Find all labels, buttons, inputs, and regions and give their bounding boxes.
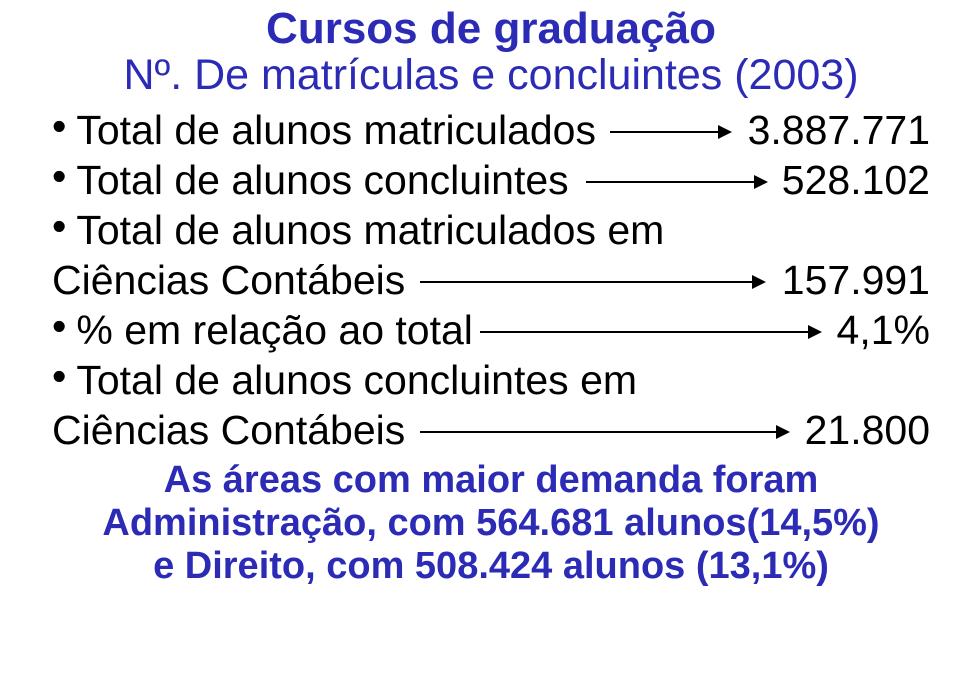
item-value: 528.102 <box>782 157 930 204</box>
arrowhead-icon <box>718 125 732 139</box>
item-label-text-line1: Total de alunos matriculados em <box>76 207 664 253</box>
list-item: •% em relação ao total 4,1% <box>52 307 930 357</box>
arrowhead-icon <box>808 325 822 339</box>
item-label: •Total de alunos matriculados em <box>52 207 664 254</box>
list-item: •Total de alunos concluintes 528.102 <box>52 157 930 207</box>
slide: Cursos de graduação Nº. De matrículas e … <box>0 0 960 694</box>
list-item: •Total de alunos matriculados 3.887.771 <box>52 107 930 157</box>
item-label-text-line1: Total de alunos concluintes em <box>76 357 637 403</box>
list-item: •Total de alunos matriculados em <box>52 207 930 257</box>
arrow-line <box>420 431 776 433</box>
item-value: 157.991 <box>782 257 930 304</box>
arrowhead-icon <box>754 175 768 189</box>
item-value: 21.800 <box>805 407 930 454</box>
arrow-line <box>610 131 718 133</box>
arrowhead-icon <box>776 425 790 439</box>
title-line2: Nº. De matrículas e concluintes (2003) <box>52 52 930 99</box>
list-item-continuation: Ciências Contábeis 157.991 <box>52 257 930 307</box>
list-item: •Total de alunos concluintes em <box>52 357 930 407</box>
footer-line-3: e Direito, com 508.424 alunos (13,1%) <box>52 545 930 588</box>
footer-line-2: Administração, com 564.681 alunos(14,5%) <box>52 502 930 545</box>
arrow-line <box>586 181 754 183</box>
footer-line-1: As áreas com maior demanda foram <box>52 459 930 502</box>
item-label-text-line2: Ciências Contábeis <box>52 407 405 454</box>
item-label-text: Total de alunos concluintes <box>76 157 568 203</box>
item-label: •% em relação ao total <box>52 307 473 354</box>
item-label-text-line2: Ciências Contábeis <box>52 257 405 304</box>
item-label-text: Total de alunos matriculados <box>76 107 596 153</box>
title-block: Cursos de graduação Nº. De matrículas e … <box>52 6 930 99</box>
item-label-text: % em relação ao total <box>76 307 473 353</box>
list-item-continuation: Ciências Contábeis 21.800 <box>52 407 930 457</box>
title-line1: Cursos de graduação <box>52 6 930 52</box>
bullet-icon: • <box>52 203 66 250</box>
item-label: •Total de alunos matriculados <box>52 107 596 154</box>
arrowhead-icon <box>752 275 766 289</box>
arrow-line <box>420 281 752 283</box>
bullet-icon: • <box>52 103 66 150</box>
item-value: 3.887.771 <box>748 107 930 154</box>
footer-block: As áreas com maior demanda foram Adminis… <box>52 459 930 587</box>
item-label: •Total de alunos concluintes em <box>52 357 637 404</box>
bullet-icon: • <box>52 353 66 400</box>
bullet-icon: • <box>52 303 66 350</box>
item-value: 4,1% <box>837 307 930 354</box>
arrow-line <box>480 331 808 333</box>
bullet-icon: • <box>52 153 66 200</box>
item-label: •Total de alunos concluintes <box>52 157 569 204</box>
